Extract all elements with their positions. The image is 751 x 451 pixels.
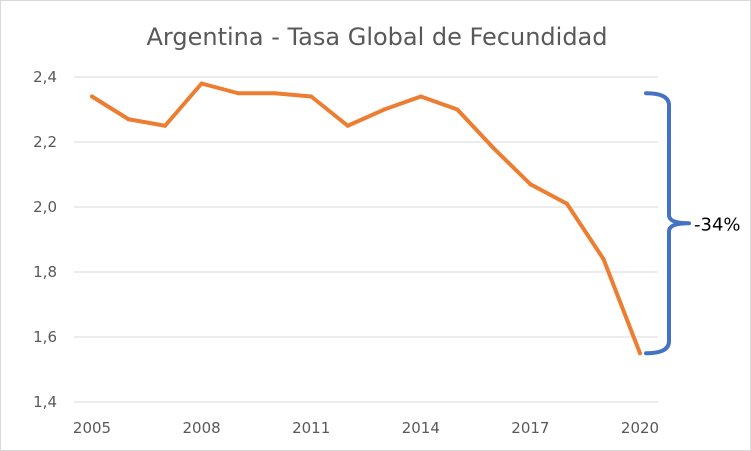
- data-point: [601, 257, 606, 261]
- data-point: [382, 107, 387, 112]
- data-point: [199, 81, 204, 86]
- y-tick-label: 1,4: [33, 393, 57, 411]
- series-line: [90, 81, 642, 356]
- data-point: [236, 91, 241, 96]
- data-point: [272, 91, 277, 96]
- data-point: [418, 94, 423, 99]
- y-axis-ticks: 1,4 1,6 1,8 2,0 2,2 2,4: [33, 68, 57, 411]
- x-tick-label: 2017: [511, 419, 549, 437]
- y-tick-label: 1,6: [33, 328, 57, 346]
- data-point: [126, 117, 131, 122]
- data-point: [564, 201, 569, 206]
- annotation: -34%: [644, 91, 741, 356]
- data-point: [309, 94, 314, 99]
- data-point: [163, 123, 168, 128]
- y-tick-label: 2,2: [33, 133, 57, 151]
- data-point: [638, 351, 642, 356]
- gridlines: [74, 76, 658, 403]
- x-tick-label: 2014: [402, 419, 440, 437]
- data-point: [455, 107, 460, 112]
- x-tick-label: 2005: [73, 419, 111, 437]
- data-point: [90, 94, 94, 99]
- y-tick-label: 1,8: [33, 263, 57, 281]
- data-point: [491, 146, 496, 151]
- x-tick-label: 2008: [183, 419, 221, 437]
- y-tick-label: 2,4: [33, 68, 57, 86]
- chart-title: Argentina - Tasa Global de Fecundidad: [147, 23, 608, 51]
- y-tick-label: 2,0: [33, 198, 57, 216]
- annotation-label: -34%: [694, 214, 741, 235]
- x-tick-label: 2011: [292, 419, 330, 437]
- x-axis-ticks: 2005 2008 2011 2014 2017 2020: [73, 419, 659, 437]
- annotation-bracket: [644, 91, 691, 356]
- x-tick-label: 2020: [621, 419, 659, 437]
- data-point: [345, 123, 350, 128]
- data-point: [528, 182, 533, 187]
- series-lines: [90, 81, 642, 356]
